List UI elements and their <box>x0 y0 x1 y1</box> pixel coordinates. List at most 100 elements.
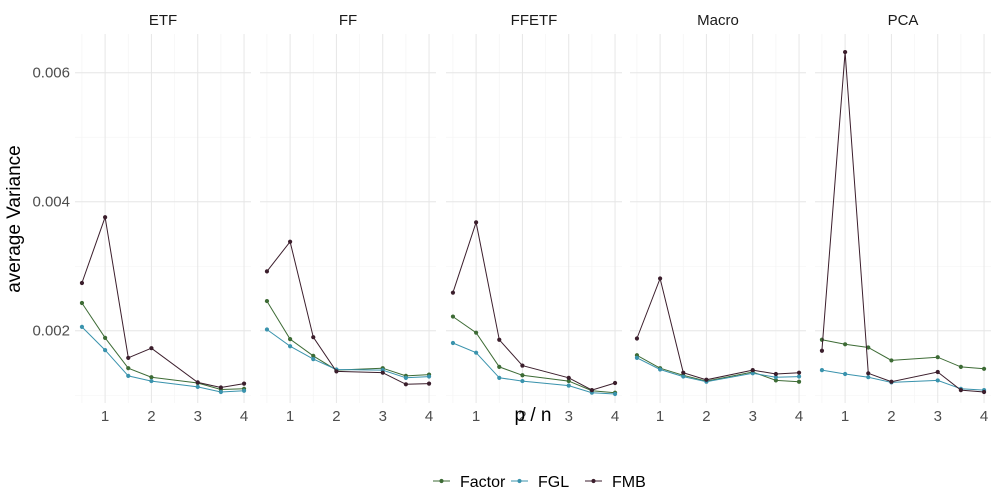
data-point-fmb <box>218 385 223 390</box>
data-point-fmb <box>149 346 154 351</box>
data-point-fgl <box>566 383 571 388</box>
data-point-fgl <box>520 378 525 384</box>
data-point-fmb <box>819 348 825 353</box>
grid-lines <box>630 34 806 403</box>
series-line-fmb <box>266 240 430 385</box>
facet-label: FF <box>339 12 357 29</box>
x-tick-label: 4 <box>611 408 619 425</box>
data-point-fmb <box>958 387 963 393</box>
x-tick-label: 1 <box>472 408 480 425</box>
data-point-fmb <box>288 239 293 244</box>
facet-panel-etf: ETF 1 2 3 4 <box>75 12 251 425</box>
data-point-factor <box>566 378 571 384</box>
data-point-fgl <box>126 373 131 379</box>
x-tick-label: 4 <box>980 408 988 425</box>
y-axis-title: average Variance <box>4 145 25 293</box>
grid-lines <box>446 34 622 403</box>
data-point-fgl <box>311 357 316 362</box>
facet-label: PCA <box>888 12 919 29</box>
facet-label: ETF <box>149 12 177 29</box>
data-point-fgl <box>497 375 502 380</box>
data-point-factor <box>450 314 456 319</box>
data-point-fgl <box>658 367 663 372</box>
x-tick-label: 1 <box>656 408 664 425</box>
data-point-fgl <box>79 324 85 329</box>
legend-item-factor: Factor <box>433 474 506 491</box>
x-tick-label: 3 <box>194 408 202 425</box>
data-point-fmb <box>866 371 871 376</box>
data-point-fgl <box>288 344 293 349</box>
data-point-fmb <box>681 370 686 375</box>
data-point-factor <box>866 345 871 350</box>
legend-key-point <box>591 478 596 484</box>
data-point-fmb <box>474 220 479 225</box>
data-point-fgl <box>750 371 755 376</box>
y-tick-label: 0.004 <box>32 194 70 211</box>
facet-label: Macro <box>697 12 739 29</box>
legend-label: Factor <box>460 474 506 491</box>
grid-lines <box>75 34 251 403</box>
series-line-fgl <box>266 329 430 379</box>
x-tick-label: 3 <box>749 408 757 425</box>
y-tick-label: 0.002 <box>32 323 70 340</box>
data-point-fgl <box>634 355 640 360</box>
data-point-factor <box>149 375 154 380</box>
data-point-fmb <box>403 382 408 387</box>
facet-panel-pca: PCA 1 2 3 4 <box>815 12 991 425</box>
data-point-factor <box>311 353 316 359</box>
data-point-factor <box>796 379 802 384</box>
facet-panels: ETF 1 2 3 4 FF 1 2 3 4 FFETF 1 2 3 4 Macro 1 2 3 4 PCA 1 2 3 4 <box>75 12 991 425</box>
data-point-fmb <box>704 377 709 382</box>
x-tick-label: 2 <box>518 408 526 425</box>
data-point-fmb <box>103 215 108 220</box>
legend-item-fgl: FGL <box>511 474 569 491</box>
data-point-fmb <box>796 370 802 375</box>
data-point-fgl <box>450 340 456 346</box>
data-point-fgl <box>103 348 108 353</box>
data-point-fmb <box>634 336 640 341</box>
data-point-factor <box>958 364 963 369</box>
data-point-factor <box>474 330 479 335</box>
grid-lines <box>815 34 991 403</box>
data-point-fgl <box>474 350 479 355</box>
data-point-fmb <box>334 369 339 374</box>
data-point-factor <box>773 378 778 383</box>
data-point-fgl <box>796 374 802 379</box>
data-point-fmb <box>658 276 663 281</box>
data-point-fmb <box>612 380 618 386</box>
data-point-factor <box>497 364 502 369</box>
data-point-fmb <box>935 369 940 375</box>
x-tick-label: 1 <box>841 408 849 425</box>
data-point-fmb <box>589 387 594 393</box>
facet-panel-ff: FF 1 2 3 4 <box>260 12 436 425</box>
data-point-fmb <box>773 371 778 377</box>
data-point-fgl <box>403 375 408 380</box>
data-point-fmb <box>426 381 432 386</box>
data-point-fmb <box>450 290 456 295</box>
x-tick-label: 2 <box>147 408 155 425</box>
data-point-factor <box>889 358 894 363</box>
series-line-factor <box>81 302 245 391</box>
x-tick-label: 4 <box>425 408 433 425</box>
data-point-factor <box>264 298 270 304</box>
legend: Factor FGL FMB <box>433 474 646 491</box>
data-point-fgl <box>843 371 848 377</box>
facet-panel-ffetf: FFETF 1 2 3 4 <box>446 12 622 425</box>
facet-panel-macro: Macro 1 2 3 4 <box>630 12 806 425</box>
legend-key-point <box>439 478 444 484</box>
x-tick-label: 4 <box>240 408 248 425</box>
data-point-fgl <box>149 378 154 384</box>
data-point-fgl <box>681 374 686 379</box>
x-tick-label: 4 <box>795 408 803 425</box>
data-point-fmb <box>264 269 270 274</box>
facet-label: FFETF <box>511 12 558 29</box>
data-point-fmb <box>380 370 385 375</box>
data-point-fgl <box>426 374 432 379</box>
data-point-factor <box>79 300 85 306</box>
legend-key-point <box>517 478 522 484</box>
data-point-factor <box>843 342 848 347</box>
x-tick-label: 3 <box>934 408 942 425</box>
data-point-fgl <box>241 388 247 393</box>
x-tick-label: 2 <box>332 408 340 425</box>
